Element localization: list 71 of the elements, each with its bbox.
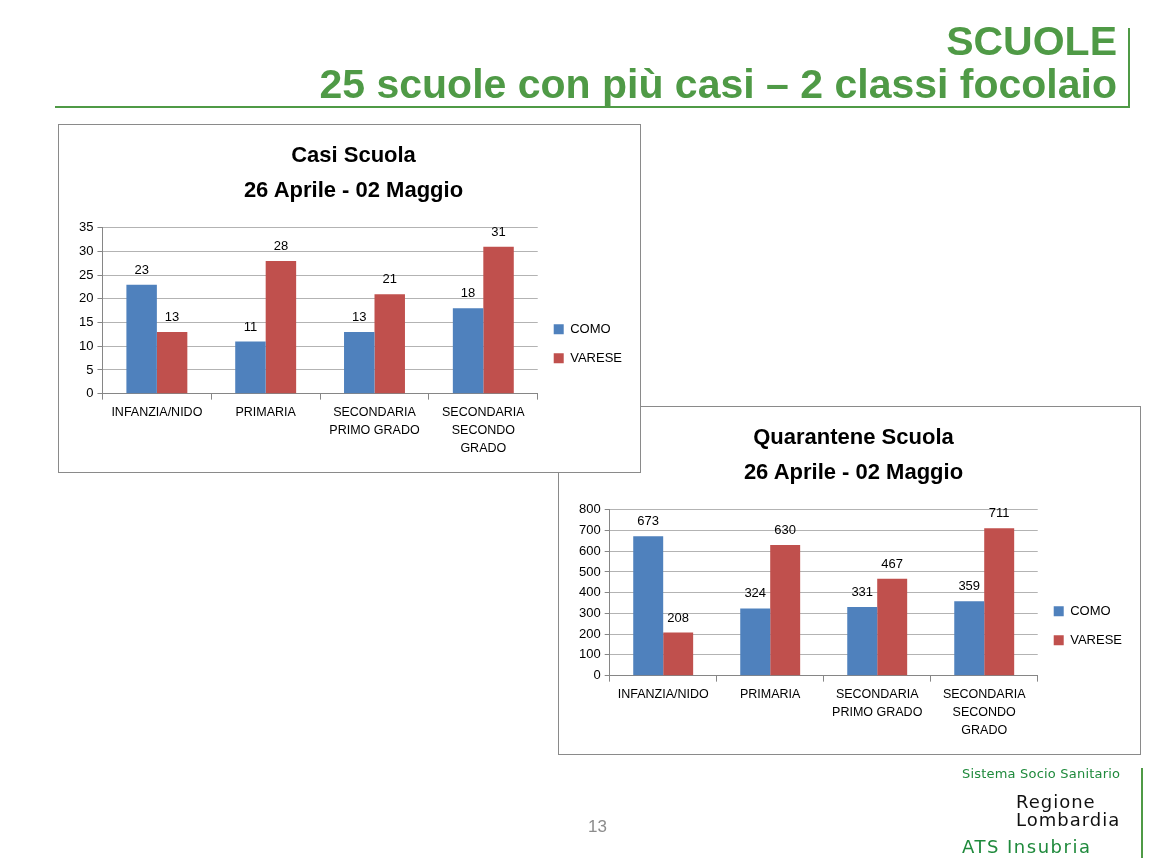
y-tick-label: 10 — [78, 337, 94, 353]
y-tick-label: 600 — [578, 542, 601, 558]
y-tick-label: 800 — [578, 501, 601, 517]
y-tick-label: 200 — [578, 625, 601, 641]
y-tick-label: 100 — [578, 646, 601, 662]
legend-label: VARESE — [570, 349, 623, 365]
chart-subtitle: 26 Aprile - 02 Maggio — [743, 458, 964, 484]
legend-label: VARESE — [1070, 631, 1123, 647]
y-tick-label: 30 — [78, 243, 94, 259]
x-tick-label: SECONDARIA SECONDO GRADO — [942, 687, 1027, 738]
legend-label: COMO — [570, 320, 611, 336]
chart-title: Casi Scuola — [291, 142, 417, 168]
data-label: 208 — [667, 609, 690, 625]
bar — [633, 536, 664, 676]
bar — [452, 308, 484, 394]
text: ATS Insubria — [962, 836, 1092, 857]
bar — [156, 332, 188, 394]
y-tick-label: 400 — [578, 584, 601, 600]
legend-label: COMO — [1070, 602, 1111, 618]
y-tick-label: 5 — [86, 361, 94, 377]
bar — [344, 332, 375, 394]
text: Sistema Socio Sanitario — [962, 766, 1121, 782]
bar — [235, 341, 266, 394]
bar — [954, 601, 985, 676]
x-tick-label: PRIMARIA — [235, 405, 297, 420]
y-tick-label: 300 — [578, 605, 601, 621]
data-label: 28 — [273, 237, 289, 253]
bar — [847, 607, 878, 676]
x-tick-label: SECONDARIA PRIMO GRADO — [832, 687, 923, 720]
y-tick-label: 0 — [86, 385, 94, 401]
y-tick-label: 500 — [578, 563, 601, 579]
text: 13 — [588, 817, 607, 837]
y-tick-label: 15 — [78, 314, 94, 330]
data-label: 18 — [460, 285, 476, 301]
text: 25 scuole con più casi – 2 classi focolaio — [319, 61, 1117, 107]
x-tick-label: INFANZIA/NIDO — [111, 405, 203, 420]
data-label: 13 — [164, 309, 180, 325]
data-label: 324 — [744, 585, 767, 601]
bar — [374, 294, 405, 394]
bar — [265, 260, 297, 394]
y-tick-label: 700 — [578, 522, 601, 538]
data-label: 13 — [352, 309, 367, 325]
text: SCUOLE — [945, 18, 1117, 64]
text: Regione Lombardia — [1016, 791, 1122, 830]
data-label: 467 — [881, 555, 904, 571]
data-label: 359 — [958, 578, 981, 594]
bar — [984, 528, 1015, 676]
data-label: 673 — [637, 513, 660, 529]
data-label: 630 — [774, 522, 797, 538]
data-label: 21 — [382, 271, 397, 287]
bar — [740, 608, 771, 676]
y-tick-label: 35 — [78, 219, 94, 235]
bar — [663, 632, 694, 676]
data-label: 331 — [851, 584, 874, 600]
y-tick-label: 20 — [78, 290, 94, 306]
data-label: 31 — [491, 223, 506, 239]
x-tick-label: PRIMARIA — [739, 687, 802, 702]
x-tick-label: SECONDARIA PRIMO GRADO — [329, 405, 420, 438]
chart-subtitle: 26 Aprile - 02 Maggio — [243, 176, 464, 202]
x-tick-label: INFANZIA/NIDO — [617, 687, 709, 702]
x-tick-label: SECONDARIA SECONDO GRADO — [441, 405, 526, 456]
data-label: 711 — [988, 505, 1010, 521]
bar — [483, 246, 514, 394]
bar — [877, 578, 908, 676]
chart-title: Quarantene Scuola — [753, 424, 955, 450]
data-label: 23 — [134, 261, 149, 277]
y-tick-label: 0 — [593, 667, 601, 683]
y-tick-label: 25 — [78, 266, 94, 282]
data-label: 11 — [243, 318, 258, 334]
bar — [770, 545, 801, 676]
bar — [126, 284, 157, 394]
